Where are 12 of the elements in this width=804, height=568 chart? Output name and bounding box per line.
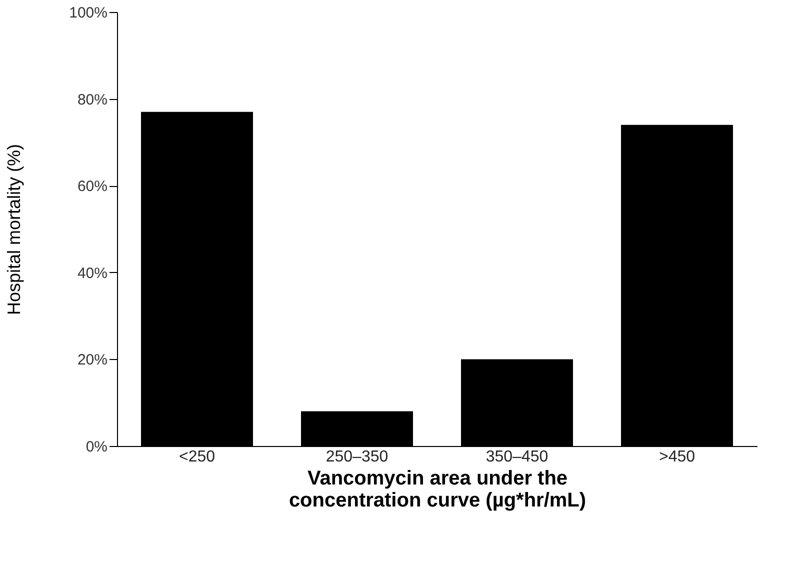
x-tick-label: 250–350 xyxy=(326,448,388,466)
y-tick-label: 40% xyxy=(77,264,108,282)
y-tick-label: 100% xyxy=(69,4,108,22)
y-axis-title: Hospital mortality (%) xyxy=(4,144,24,316)
y-tick-label: 20% xyxy=(77,352,108,369)
x-tick-label: 350–450 xyxy=(486,448,548,466)
x-tick-label: >450 xyxy=(658,448,696,466)
y-tick-label: 80% xyxy=(77,91,108,108)
y-tick-label: 0% xyxy=(86,438,108,456)
x-axis-title: Vancomycin area under the concentration curve (µg*hr/mL) xyxy=(288,468,586,512)
y-tick-label: 60% xyxy=(77,178,108,196)
x-tick-label: <250 xyxy=(178,448,216,466)
